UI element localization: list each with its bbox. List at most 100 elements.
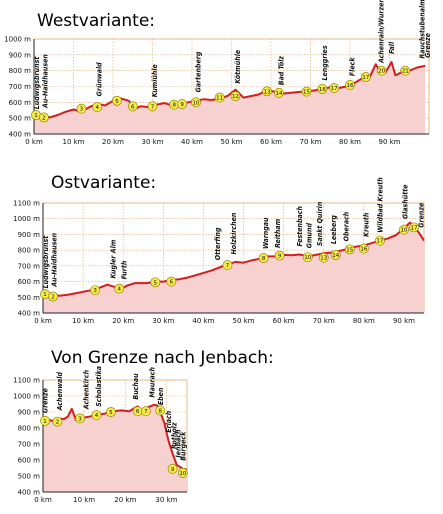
stage-marker-label: 13 — [320, 256, 327, 262]
place-label: Au-Haidhausen — [42, 54, 50, 109]
stage-marker — [329, 83, 340, 93]
x-tick-label: 0 km — [34, 317, 52, 325]
chart-grenze-jenbach-title: Von Grenze nach Jenbach: — [51, 348, 274, 368]
stage-marker-label: 5 — [109, 410, 113, 416]
x-tick-label: 90 km — [393, 317, 415, 325]
x-tick-label: 10 km — [72, 317, 94, 325]
place-label: Scholastika — [95, 366, 103, 407]
stage-marker-label: 15 — [346, 247, 353, 253]
chart-west-title: Westvariante: — [37, 11, 155, 31]
stage-marker — [90, 285, 101, 296]
stage-marker — [38, 112, 49, 123]
stage-marker-label: 10 — [304, 255, 311, 261]
place-label: Grenze — [42, 387, 50, 413]
y-tick-label: 600 m — [18, 278, 41, 286]
place-label: Burgeck — [179, 431, 187, 461]
stage-marker-label: 17 — [410, 225, 417, 231]
chart-ost-title: Ostvariante: — [51, 173, 156, 193]
y-tick-label: 800 m — [9, 67, 32, 75]
stage-marker-label: 9 — [180, 102, 184, 108]
stage-marker-label: 8 — [172, 103, 176, 109]
place-label: Leeberg — [330, 215, 338, 244]
stage-marker — [105, 407, 116, 417]
stage-marker-label: 5 — [154, 280, 158, 286]
x-tick-label: 80 km — [353, 317, 375, 325]
place-label: Eben — [157, 387, 165, 405]
place-label: Rotholz — [170, 422, 178, 449]
x-tick-label: 60 km — [260, 138, 282, 146]
stage-marker — [262, 86, 272, 97]
stage-marker-label: 12 — [232, 94, 239, 100]
place-label: Buchau — [132, 373, 140, 400]
stage-marker-label: 6 — [170, 280, 174, 286]
stage-marker — [409, 222, 419, 233]
stage-marker — [330, 249, 341, 260]
stage-marker — [147, 101, 158, 112]
stage-marker-label: 9 — [171, 467, 175, 473]
place-label: Jenbach — [174, 429, 182, 460]
y-tick-label: 1000 m — [13, 215, 40, 223]
stage-marker — [76, 103, 87, 114]
stage-marker — [301, 86, 312, 97]
stage-marker-label: 2 — [56, 420, 60, 426]
place-label: Lenggries — [321, 45, 329, 80]
place-label: Achenwald — [56, 372, 64, 412]
stage-marker-label: 3 — [78, 416, 82, 422]
stage-marker-label: 1 — [43, 419, 47, 425]
stage-marker-label: 2 — [42, 115, 46, 121]
stage-marker-label: 7 — [151, 104, 155, 110]
place-label: Achenkirch — [83, 369, 91, 410]
y-tick-label: 400 m — [18, 489, 41, 497]
place-label: Kötmühle — [234, 49, 242, 84]
y-tick-label: 500 m — [18, 473, 41, 481]
x-tick-label: 60 km — [273, 317, 295, 325]
stage-marker — [112, 95, 122, 106]
stage-marker-label: 6 — [131, 104, 135, 110]
stage-marker — [52, 416, 63, 427]
stage-marker — [114, 283, 125, 294]
stage-marker — [344, 244, 355, 255]
elevation-line — [42, 221, 425, 299]
y-tick-label: 800 m — [18, 425, 41, 433]
place-label: Kreuth — [362, 212, 370, 237]
y-tick-label: 500 m — [9, 115, 32, 123]
y-tick-label: 1000 m — [13, 393, 40, 401]
stage-marker-label: 16 — [360, 247, 367, 253]
stage-marker — [274, 250, 285, 261]
place-label: Glashütte — [402, 184, 410, 219]
place-label: Festenbach — [296, 206, 304, 247]
place-label: Gartenberg — [194, 51, 202, 92]
stage-marker-label: 2 — [51, 295, 55, 301]
place-label: Au-Haidhausen — [51, 232, 59, 287]
stage-marker — [92, 102, 103, 112]
elevation-line — [42, 403, 188, 471]
x-tick-label: 0 km — [34, 496, 52, 504]
stage-marker-label: 10 — [400, 228, 407, 234]
place-label: Kugler Alm — [110, 239, 118, 278]
stage-marker — [75, 413, 85, 424]
place-label: Maurach — [149, 367, 157, 398]
stage-marker-label: 15 — [303, 90, 310, 96]
stage-marker-label: 14 — [332, 253, 339, 259]
place-label: Kumiühle — [151, 63, 159, 97]
place-label: Achenrain/Wurzenstein — [377, 0, 385, 64]
y-tick-label: 700 m — [9, 83, 32, 91]
y-tick-label: 600 m — [9, 99, 32, 107]
chart-west-plot: 400 m 500 m 600 m 700 m 800 m 900 m 1000 m 0 km… — [4, 0, 432, 146]
x-tick-label: 0 km — [25, 138, 43, 146]
stage-marker-label: 8 — [262, 256, 266, 262]
stage-marker-label: 4 — [95, 105, 99, 111]
y-tick-label: 700 m — [18, 441, 41, 449]
x-tick-label: 10 km — [73, 496, 95, 504]
y-tick-label: 900 m — [18, 231, 41, 239]
x-tick-label: 50 km — [233, 317, 255, 325]
x-tick-label: 30 km — [141, 138, 163, 146]
elevation-area — [43, 222, 424, 313]
stage-marker — [166, 276, 177, 287]
y-tick-label: 400 m — [18, 310, 41, 318]
stage-marker-label: 7 — [226, 263, 230, 269]
stage-marker — [48, 291, 58, 302]
